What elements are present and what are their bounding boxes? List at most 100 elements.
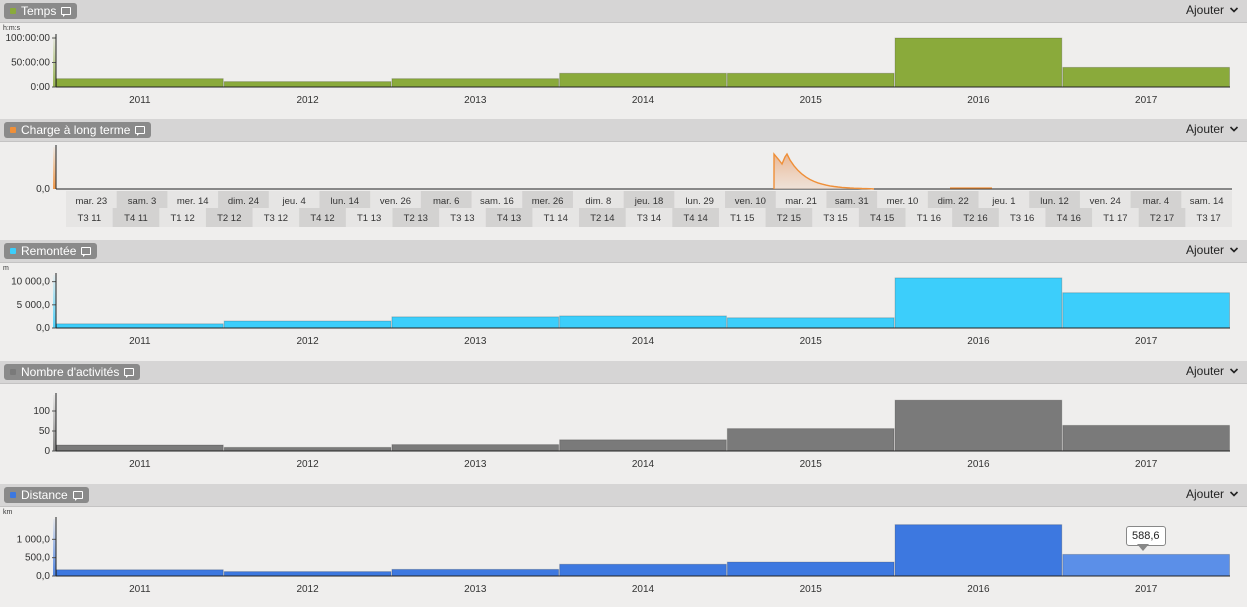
add-label: Ajouter bbox=[1185, 3, 1224, 17]
x-tick-label: 2014 bbox=[632, 95, 655, 106]
metric-selector-distance[interactable]: Distance bbox=[4, 487, 89, 503]
add-button[interactable]: Ajouter bbox=[1186, 122, 1239, 136]
panel-title: Distance bbox=[21, 488, 68, 502]
x-tick-label: 2013 bbox=[464, 584, 487, 595]
add-label: Ajouter bbox=[1185, 364, 1224, 378]
bar-2012[interactable] bbox=[223, 446, 392, 452]
bar-2013[interactable] bbox=[391, 444, 560, 452]
bar-2017[interactable] bbox=[1062, 292, 1231, 329]
date-tick-label: mer. 10 bbox=[887, 196, 919, 207]
bar-2016[interactable] bbox=[894, 399, 1063, 452]
quarter-tick-label: T3 15 bbox=[823, 213, 847, 224]
bar-2014[interactable] bbox=[559, 563, 727, 577]
add-button[interactable]: Ajouter bbox=[1186, 364, 1239, 378]
bar-2015[interactable] bbox=[726, 428, 895, 452]
bar-2013[interactable] bbox=[391, 316, 560, 329]
y-tick-label: 0,0 bbox=[36, 323, 50, 334]
chevron-down-icon bbox=[1229, 247, 1239, 253]
unit-label: h:m:s bbox=[3, 25, 21, 32]
x-tick-label: 2016 bbox=[967, 95, 990, 106]
add-label: Ajouter bbox=[1185, 122, 1224, 136]
y-tick-label: 100 bbox=[33, 406, 50, 417]
metric-selector-remontee[interactable]: Remontée bbox=[4, 243, 98, 259]
date-tick-label: mer. 26 bbox=[532, 196, 564, 207]
quarter-tick-label: T2 13 bbox=[404, 213, 428, 224]
quarter-cell-shade bbox=[1045, 208, 1093, 227]
bar-2013[interactable] bbox=[391, 568, 560, 577]
panel-header: Charge à long terme Ajouter bbox=[0, 119, 1247, 142]
x-tick-label: 2011 bbox=[129, 459, 151, 470]
date-tick-label: mar. 4 bbox=[1143, 196, 1169, 207]
quarter-tick-label: T2 16 bbox=[963, 213, 987, 224]
quarter-tick-label: T2 14 bbox=[590, 213, 614, 224]
add-button[interactable]: Ajouter bbox=[1186, 3, 1239, 17]
x-tick-label: 2013 bbox=[464, 95, 487, 106]
bar-2016[interactable] bbox=[894, 524, 1063, 577]
load-area bbox=[774, 154, 874, 189]
bar-2015[interactable] bbox=[726, 561, 895, 577]
panel-remontee: Remontée Ajouter m 0,0 5 000,0 10 000,0 2011 20… bbox=[0, 240, 1247, 360]
quarter-cell-shade bbox=[485, 208, 533, 227]
add-button[interactable]: Ajouter bbox=[1186, 487, 1239, 501]
load-line[interactable] bbox=[773, 152, 875, 190]
x-tick-label: 2012 bbox=[296, 336, 319, 347]
bar-2011[interactable] bbox=[56, 323, 224, 329]
bar-2011[interactable] bbox=[56, 569, 224, 577]
date-tick-label: mar. 6 bbox=[433, 196, 459, 207]
add-label: Ajouter bbox=[1185, 243, 1224, 257]
comment-icon bbox=[81, 247, 92, 257]
add-button[interactable]: Ajouter bbox=[1186, 243, 1239, 257]
bar-2012[interactable] bbox=[223, 320, 392, 329]
quarter-tick-label: T2 12 bbox=[217, 213, 241, 224]
y-tick-label: 0,0 bbox=[36, 571, 50, 582]
bar-2012[interactable] bbox=[223, 571, 392, 577]
bar-2015[interactable] bbox=[726, 317, 895, 329]
panel-header: Remontée Ajouter bbox=[0, 240, 1247, 263]
x-tick-label: 2016 bbox=[967, 584, 990, 595]
quarter-tick-label: T4 12 bbox=[310, 213, 334, 224]
date-tick-label: jeu. 1 bbox=[991, 196, 1015, 207]
bar-2015[interactable] bbox=[726, 72, 895, 88]
y-tick-label: 100:00:00 bbox=[6, 33, 51, 44]
bar-2011[interactable] bbox=[56, 78, 224, 88]
color-swatch-icon bbox=[10, 127, 16, 133]
bar-2017[interactable] bbox=[1062, 424, 1231, 452]
panel-temps: Temps Ajouter h:m:s 0:00 50:00:00 100:00:00 20… bbox=[0, 0, 1247, 118]
quarter-tick-label: T3 16 bbox=[1010, 213, 1034, 224]
bar-2017[interactable] bbox=[1062, 66, 1231, 88]
bar-2012[interactable] bbox=[223, 81, 392, 88]
bar-2014[interactable] bbox=[559, 439, 727, 452]
chevron-down-icon bbox=[1229, 7, 1239, 13]
bar-2011[interactable] bbox=[56, 444, 224, 452]
bar-2013[interactable] bbox=[391, 78, 560, 88]
metric-selector-charge[interactable]: Charge à long terme bbox=[4, 122, 152, 138]
y-tick-label: 50:00:00 bbox=[11, 58, 50, 69]
y-tick-label: 0,0 bbox=[36, 184, 50, 195]
x-tick-label: 2017 bbox=[1135, 95, 1158, 106]
bar-2016[interactable] bbox=[894, 37, 1063, 88]
bar-2017[interactable] bbox=[1062, 553, 1231, 577]
quarter-tick-label: T1 14 bbox=[544, 213, 568, 224]
x-tick-label: 2015 bbox=[800, 336, 823, 347]
x-tick-label: 2016 bbox=[967, 459, 990, 470]
bar-2016[interactable] bbox=[894, 277, 1063, 329]
panel-title: Charge à long terme bbox=[21, 123, 131, 137]
date-tick-label: lun. 29 bbox=[685, 196, 714, 207]
quarter-tick-label: T2 15 bbox=[777, 213, 801, 224]
bar-2014[interactable] bbox=[559, 315, 727, 329]
x-tick-label: 2011 bbox=[129, 336, 151, 347]
metric-selector-temps[interactable]: Temps bbox=[4, 3, 78, 19]
add-label: Ajouter bbox=[1185, 487, 1224, 501]
date-tick-label: mar. 23 bbox=[76, 196, 108, 207]
chevron-down-icon bbox=[1229, 126, 1239, 132]
quarter-cell-shade bbox=[205, 208, 253, 227]
quarter-cell-shade bbox=[952, 208, 999, 227]
date-tick-label: dim. 24 bbox=[228, 196, 259, 207]
color-swatch-icon bbox=[10, 369, 16, 375]
quarter-tick-label: T3 12 bbox=[264, 213, 288, 224]
quarter-tick-label: T1 16 bbox=[917, 213, 941, 224]
bar-2014[interactable] bbox=[559, 72, 727, 88]
metric-selector-nombre[interactable]: Nombre d'activités bbox=[4, 364, 141, 380]
x-tick-label: 2011 bbox=[129, 95, 151, 106]
date-tick-label: dim. 22 bbox=[938, 196, 969, 207]
